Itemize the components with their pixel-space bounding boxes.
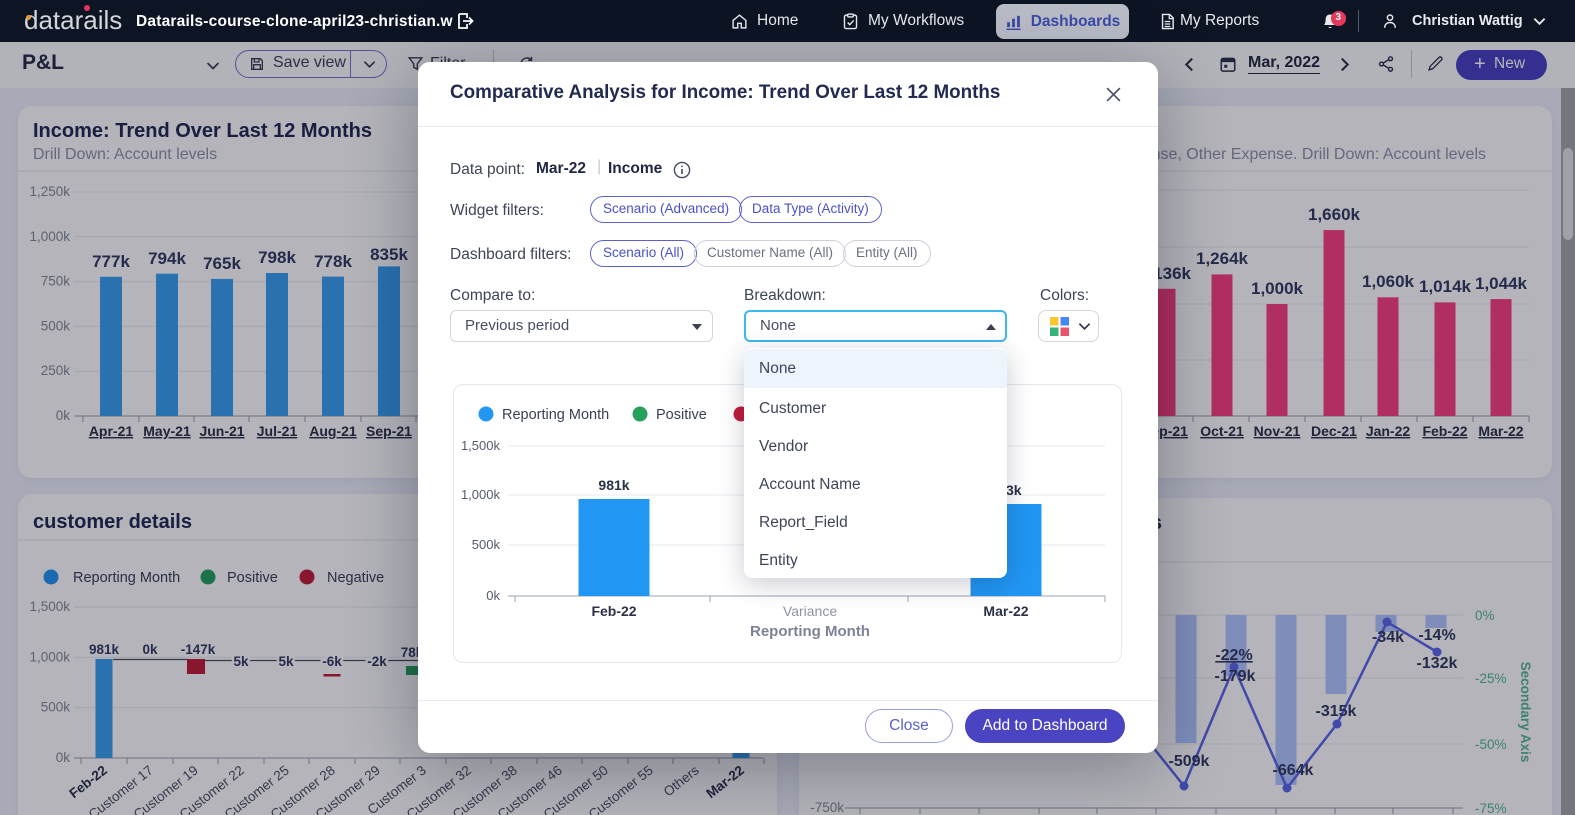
svg-text:Mar-22: Mar-22 <box>983 603 1028 619</box>
svg-text:500k: 500k <box>41 318 71 333</box>
svg-text:Jan-22: Jan-22 <box>1366 423 1411 439</box>
svg-text:Dec-21: Dec-21 <box>1311 423 1357 439</box>
svg-text:1,250k: 1,250k <box>29 184 70 199</box>
svg-text:1,014k: 1,014k <box>1419 277 1472 296</box>
svg-text:794k: 794k <box>148 249 186 268</box>
svg-text:-25%: -25% <box>1475 671 1507 686</box>
svg-text:Nov-21: Nov-21 <box>1254 423 1301 439</box>
svg-text:Positive: Positive <box>227 570 278 586</box>
svg-text:1,000k: 1,000k <box>1251 279 1304 298</box>
svg-text:0%: 0% <box>1475 608 1495 623</box>
svg-text:5k: 5k <box>233 654 249 669</box>
svg-text:-75%: -75% <box>1475 801 1507 815</box>
svg-text:1,500k: 1,500k <box>29 599 70 614</box>
svg-text:Positive: Positive <box>656 407 707 423</box>
svg-text:777k: 777k <box>92 252 130 271</box>
svg-text:-509k: -509k <box>1169 753 1210 770</box>
svg-text:-50%: -50% <box>1475 737 1507 752</box>
svg-text:0k: 0k <box>56 408 71 423</box>
svg-text:Reporting Month: Reporting Month <box>73 570 180 586</box>
svg-text:-6k: -6k <box>322 654 342 669</box>
svg-text:customer details: customer details <box>33 511 192 533</box>
svg-text:1,000k: 1,000k <box>29 229 70 244</box>
svg-text:-34k: -34k <box>1372 629 1404 646</box>
svg-text:-22%: -22% <box>1215 647 1252 664</box>
svg-text:1,660k: 1,660k <box>1308 205 1361 224</box>
svg-text:1,000k: 1,000k <box>461 487 501 502</box>
svg-text:500k: 500k <box>472 537 501 552</box>
svg-text:-132k: -132k <box>1417 655 1458 672</box>
svg-text:Jul-21: Jul-21 <box>257 423 298 439</box>
svg-text:-2k: -2k <box>367 654 387 669</box>
svg-text:0k: 0k <box>142 642 158 657</box>
svg-text:-750k: -750k <box>810 800 844 815</box>
svg-text:5k: 5k <box>278 654 294 669</box>
svg-text:May-21: May-21 <box>143 423 191 439</box>
svg-text:1,044k: 1,044k <box>1475 274 1528 293</box>
svg-text:1,264k: 1,264k <box>1196 249 1249 268</box>
svg-text:Negative: Negative <box>327 570 384 586</box>
svg-text:Reporting Month: Reporting Month <box>502 407 609 423</box>
svg-text:Income: Trend Over Last 12 Mon: Income: Trend Over Last 12 Months <box>33 120 372 142</box>
svg-text:Feb-22: Feb-22 <box>591 603 636 619</box>
svg-text:798k: 798k <box>258 248 296 267</box>
svg-text:Aug-21: Aug-21 <box>309 423 357 439</box>
svg-text:Apr-21: Apr-21 <box>89 423 134 439</box>
svg-text:Reporting Month: Reporting Month <box>750 623 870 640</box>
svg-text:250k: 250k <box>41 363 71 378</box>
svg-text:-147k: -147k <box>181 642 216 657</box>
svg-text:1,500k: 1,500k <box>461 438 501 453</box>
svg-text:Sep-21: Sep-21 <box>366 423 412 439</box>
svg-text:Variance: Variance <box>783 603 837 619</box>
svg-text:500k: 500k <box>41 700 71 715</box>
svg-text:-664k: -664k <box>1273 762 1314 779</box>
svg-text:981k: 981k <box>598 477 629 493</box>
svg-text:835k: 835k <box>370 245 408 264</box>
svg-text:778k: 778k <box>314 252 352 271</box>
svg-text:Drill Down: Account levels: Drill Down: Account levels <box>33 146 217 163</box>
svg-text:Secondary Axis: Secondary Axis <box>1518 662 1533 763</box>
svg-text:765k: 765k <box>203 254 241 273</box>
svg-text:Mar-22: Mar-22 <box>1478 423 1523 439</box>
svg-text:-315k: -315k <box>1316 703 1357 720</box>
svg-text:Jun-21: Jun-21 <box>199 423 244 439</box>
svg-text:1,060k: 1,060k <box>1362 272 1415 291</box>
svg-text:-14%: -14% <box>1418 627 1455 644</box>
svg-text:750k: 750k <box>41 274 71 289</box>
svg-text:Feb-22: Feb-22 <box>1422 423 1467 439</box>
svg-text:Oct-21: Oct-21 <box>1200 423 1244 439</box>
svg-text:981k: 981k <box>89 642 120 657</box>
svg-text:1,000k: 1,000k <box>29 649 70 664</box>
svg-text:0k: 0k <box>56 750 71 765</box>
svg-text:-179k: -179k <box>1215 668 1256 685</box>
svg-text:0k: 0k <box>486 588 500 603</box>
